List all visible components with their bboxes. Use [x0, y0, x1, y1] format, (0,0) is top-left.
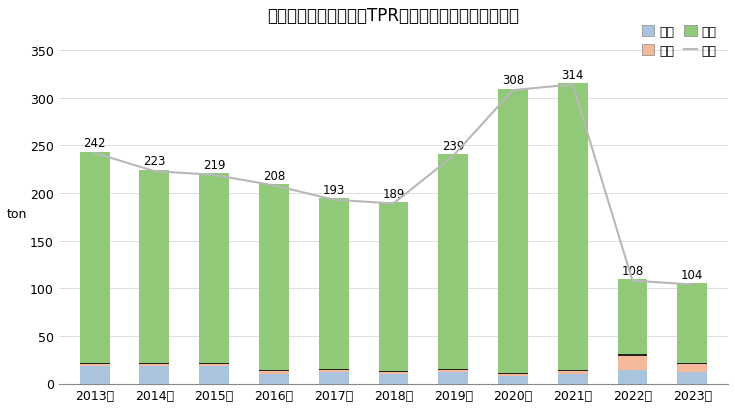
Bar	[438, 372, 468, 384]
Text: 223: 223	[143, 155, 165, 168]
Bar	[498, 373, 528, 374]
Text: 208: 208	[263, 169, 285, 182]
Bar	[677, 364, 707, 372]
Bar	[79, 366, 110, 384]
Bar	[379, 202, 409, 371]
Bar	[199, 364, 229, 366]
Bar	[617, 356, 648, 370]
Bar	[199, 366, 229, 384]
Bar	[438, 369, 468, 370]
Bar	[438, 155, 468, 369]
Bar	[79, 363, 110, 364]
Bar	[498, 376, 528, 384]
Bar	[617, 355, 648, 356]
Text: 104: 104	[681, 268, 703, 281]
Bar	[498, 90, 528, 373]
Bar	[140, 363, 169, 364]
Bar	[677, 283, 707, 363]
Text: 189: 189	[382, 187, 405, 200]
Text: 108: 108	[621, 264, 644, 277]
Bar	[558, 374, 588, 384]
Bar	[558, 84, 588, 370]
Title: 長野工場・岐阜工場・TPR工業の可燃ごみ排出量推移: 長野工場・岐阜工場・TPR工業の可燃ごみ排出量推移	[268, 7, 520, 25]
Legend: 長野, 岐阜, 工業, 合計: 長野, 岐阜, 工業, 合計	[637, 20, 722, 63]
Y-axis label: ton: ton	[7, 208, 27, 221]
Bar	[79, 152, 110, 363]
Bar	[498, 374, 528, 376]
Text: 308: 308	[502, 74, 524, 87]
Bar	[379, 374, 409, 384]
Bar	[319, 370, 348, 372]
Text: 242: 242	[84, 137, 106, 150]
Bar	[558, 371, 588, 374]
Bar	[199, 363, 229, 364]
Bar	[140, 364, 169, 366]
Bar	[677, 372, 707, 384]
Bar	[617, 370, 648, 384]
Bar	[319, 372, 348, 384]
Text: 193: 193	[323, 183, 345, 196]
Bar	[438, 370, 468, 372]
Text: 314: 314	[562, 68, 584, 81]
Text: 219: 219	[203, 159, 226, 172]
Bar	[319, 369, 348, 370]
Bar	[617, 279, 648, 355]
Bar	[379, 372, 409, 374]
Bar	[259, 371, 289, 374]
Bar	[259, 374, 289, 384]
Bar	[259, 370, 289, 371]
Bar	[140, 170, 169, 363]
Text: 239: 239	[442, 140, 465, 153]
Bar	[319, 199, 348, 369]
Bar	[558, 370, 588, 371]
Bar	[79, 364, 110, 366]
Bar	[199, 174, 229, 363]
Bar	[140, 366, 169, 384]
Bar	[259, 184, 289, 370]
Bar	[379, 371, 409, 372]
Bar	[677, 363, 707, 364]
